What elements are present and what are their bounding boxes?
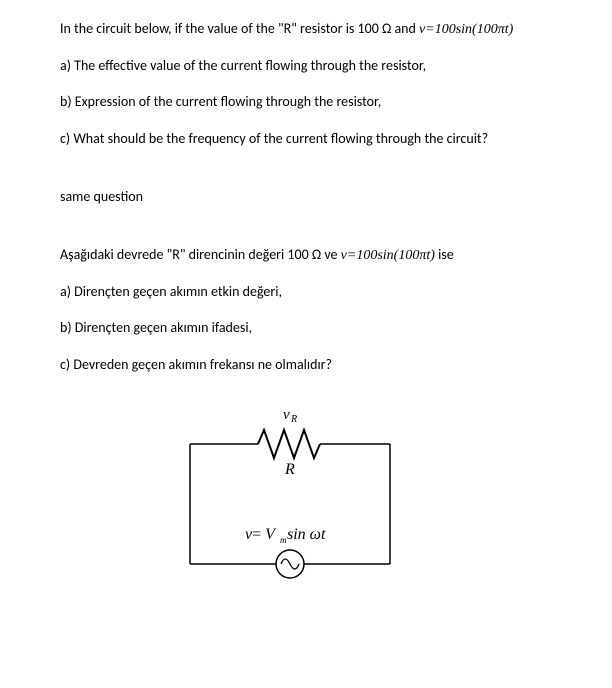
vr-label: v xyxy=(283,407,290,423)
en-intro-eq: v=100sin(100πt) xyxy=(419,22,513,37)
en-a: a) The effective value of the current fl… xyxy=(60,57,572,75)
en-b: b) Expression of the current flowing thr… xyxy=(60,93,572,111)
divider-text: same question xyxy=(60,188,572,206)
source-eq: v= V xyxy=(245,526,277,543)
source-eq-sub: m xyxy=(280,535,287,545)
vr-sub: R xyxy=(290,414,297,425)
tr-intro-eq: v=100sin(100πt) xyxy=(341,248,435,263)
source-eq-suffix: sin ωt xyxy=(287,526,326,543)
tr-c: c) Devreden geçen akımın frekansı ne olm… xyxy=(60,356,572,374)
en-intro: In the circuit below, if the value of th… xyxy=(60,20,572,39)
r-label: R xyxy=(284,461,295,478)
circuit-svg: v R R v= V m sin ωt xyxy=(170,404,410,594)
tr-intro-suffix: ise xyxy=(435,246,454,263)
circuit-diagram: v R R v= V m sin ωt xyxy=(170,404,410,594)
tr-intro-text: Aşağıdaki devrede "R" direncinin değeri … xyxy=(60,246,341,263)
tr-a: a) Dirençten geçen akımın etkin değeri, xyxy=(60,283,572,301)
tr-b: b) Dirençten geçen akımın ifadesi, xyxy=(60,319,572,337)
tr-intro: Aşağıdaki devrede "R" direncinin değeri … xyxy=(60,246,572,265)
resistor-icon xyxy=(258,430,320,458)
en-intro-text: In the circuit below, if the value of th… xyxy=(60,20,419,37)
en-c: c) What should be the frequency of the c… xyxy=(60,130,572,148)
